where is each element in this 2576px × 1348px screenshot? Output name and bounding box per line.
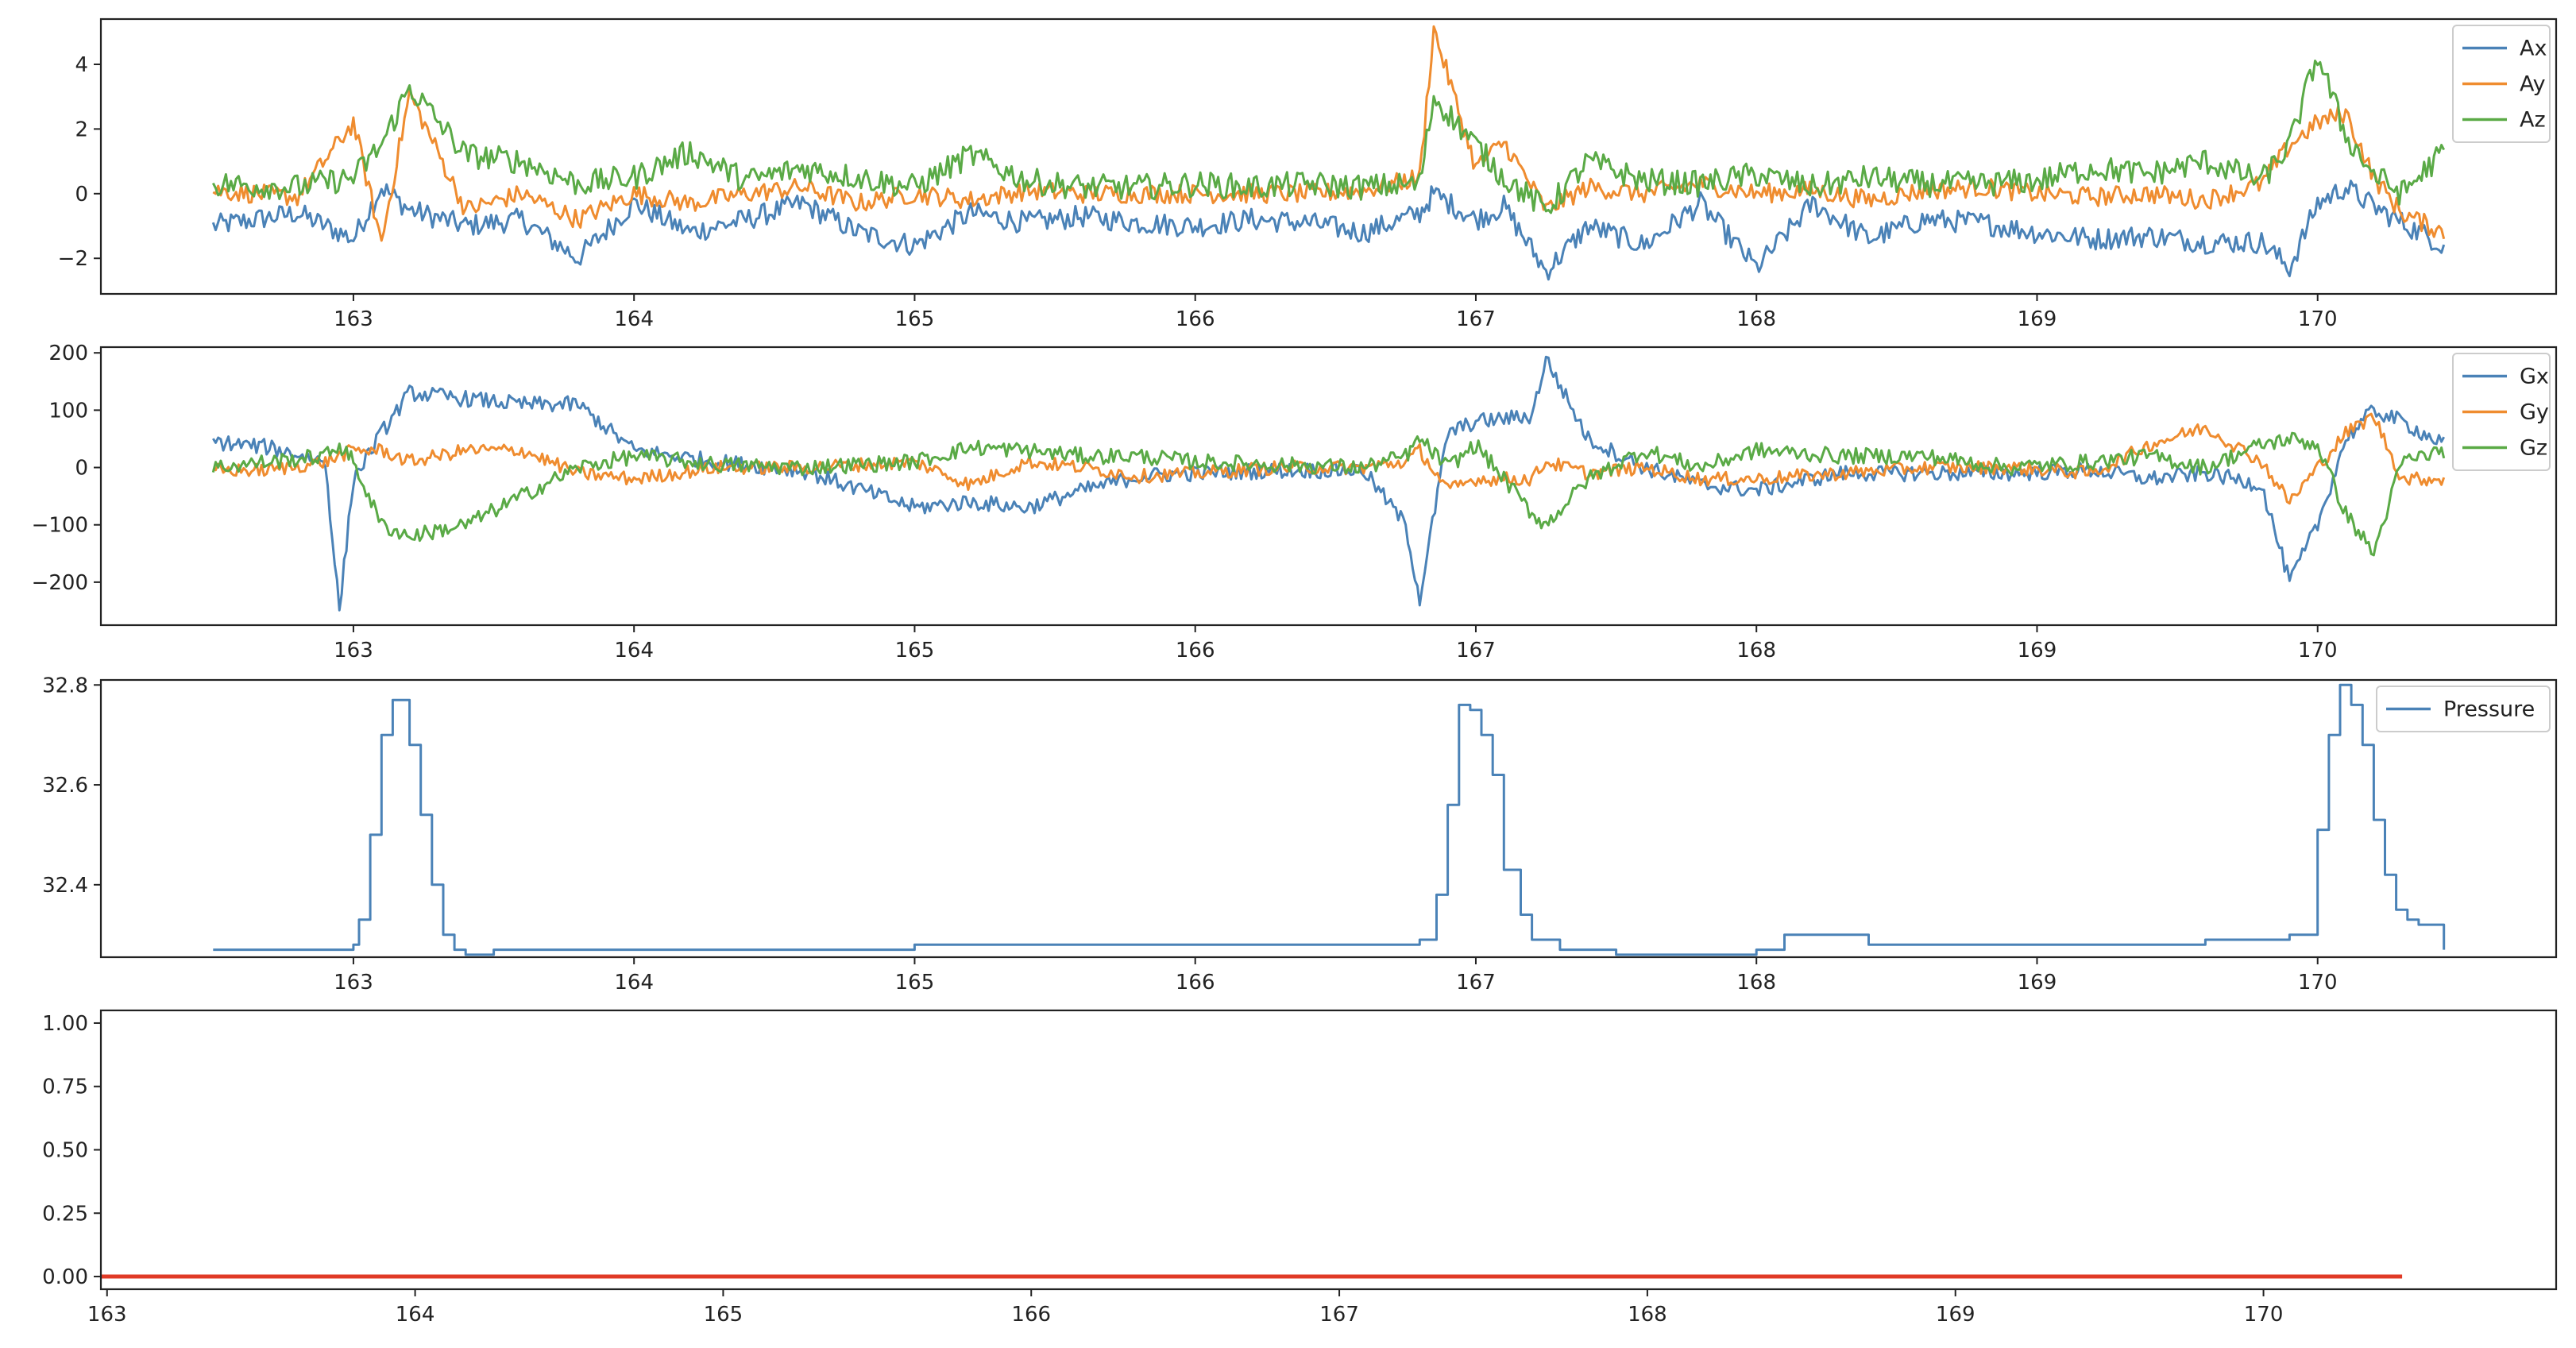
axes-frame [99,17,2558,295]
y-tick-label: 200 [48,342,88,365]
series-line-gz [211,431,2446,557]
legend-label: Gy [2520,400,2549,425]
y-tick-label: 0.25 [42,1202,88,1226]
legend: Gx Gy Gz [2452,353,2551,471]
panel-1: 163 164 165 166 167 168 169 170 −2 0 2 4 Ax Ay Az [58,17,2558,331]
y-tick-label: 32.8 [42,674,88,697]
x-tick-label: 165 [704,1303,743,1327]
x-tick-label: 170 [2298,307,2338,331]
y-tick-label: 32.4 [42,874,88,898]
x-tick-label: 163 [87,1303,127,1327]
x-tick-label: 164 [396,1303,435,1327]
y-tick-label: 0.75 [42,1076,88,1099]
x-tick-label: 163 [334,307,373,331]
y-tick-label: −2 [58,247,88,271]
x-tick-label: 167 [1456,639,1496,662]
legend-box [2376,686,2551,732]
legend-label: Pressure [2443,697,2535,722]
x-tick-label: 165 [895,639,935,662]
y-tick-label: 1.00 [42,1012,88,1036]
legend-label: Gx [2520,365,2549,389]
y-tick-label: −200 [32,571,88,595]
panel-4: 163 164 165 166 167 168 169 170 0.00 0.25 0.50 0.75… [42,1009,2558,1327]
x-tick-label: 165 [895,971,935,995]
y-tick-label: 0 [75,457,88,481]
y-tick-label: −100 [32,514,88,538]
legend-label: Gz [2520,436,2547,461]
x-tick-label: 164 [614,639,654,662]
x-tick-label: 170 [2298,971,2338,995]
panel-3: 163 164 165 166 167 168 169 170 32.4 32.6 32.8 Pres… [42,674,2558,995]
x-tick-label: 168 [1736,639,1776,662]
x-tick-label: 168 [1736,307,1776,331]
x-tick-label: 169 [2018,971,2057,995]
series-line-pressure [213,683,2446,956]
legend: Ax Ay Az [2452,25,2551,143]
axes-frame [99,346,2558,627]
series-line-gy [212,412,2446,505]
y-tick-label: 32.6 [42,774,88,798]
legend-label: Ay [2520,72,2546,97]
series-group [211,355,2446,612]
x-tick-label: 166 [1176,307,1215,331]
series-group [211,25,2446,281]
x-tick-label: 166 [1176,639,1215,662]
x-tick-label: 165 [895,307,935,331]
x-tick-label: 170 [2298,639,2338,662]
x-tick-label: 168 [1736,971,1776,995]
panel-2: 163 164 165 166 167 168 169 170 −200 −100 0 100 200 G… [32,342,2558,662]
y-tick-label: 0.00 [42,1265,88,1289]
x-tick-label: 167 [1319,1303,1359,1327]
series-line-az [211,60,2446,214]
y-tick-label: 2 [75,118,88,141]
x-tick-label: 170 [2244,1303,2284,1327]
y-tick-label: 4 [75,53,88,77]
series-line-gx [212,355,2446,612]
x-tick-label: 164 [614,307,654,331]
y-tick-label: 0 [75,183,88,207]
series-group [213,683,2446,956]
series-line-ax [211,180,2446,281]
x-tick-label: 169 [2018,639,2057,662]
legend-label: Az [2520,108,2546,133]
x-tick-label: 169 [2018,307,2057,331]
legend-label: Ax [2520,37,2547,61]
x-tick-label: 167 [1456,971,1496,995]
x-tick-label: 163 [334,971,373,995]
axes-frame [99,678,2558,959]
y-tick-label: 100 [48,399,88,423]
x-tick-label: 163 [334,639,373,662]
x-tick-label: 164 [614,971,654,995]
x-tick-label: 169 [1936,1303,1975,1327]
legend: Pressure [2376,686,2551,732]
x-tick-label: 166 [1011,1303,1051,1327]
x-tick-label: 168 [1628,1303,1667,1327]
y-tick-label: 0.50 [42,1139,88,1163]
x-tick-label: 166 [1176,971,1215,995]
series-line-ay [212,25,2446,242]
x-tick-label: 167 [1456,307,1496,331]
